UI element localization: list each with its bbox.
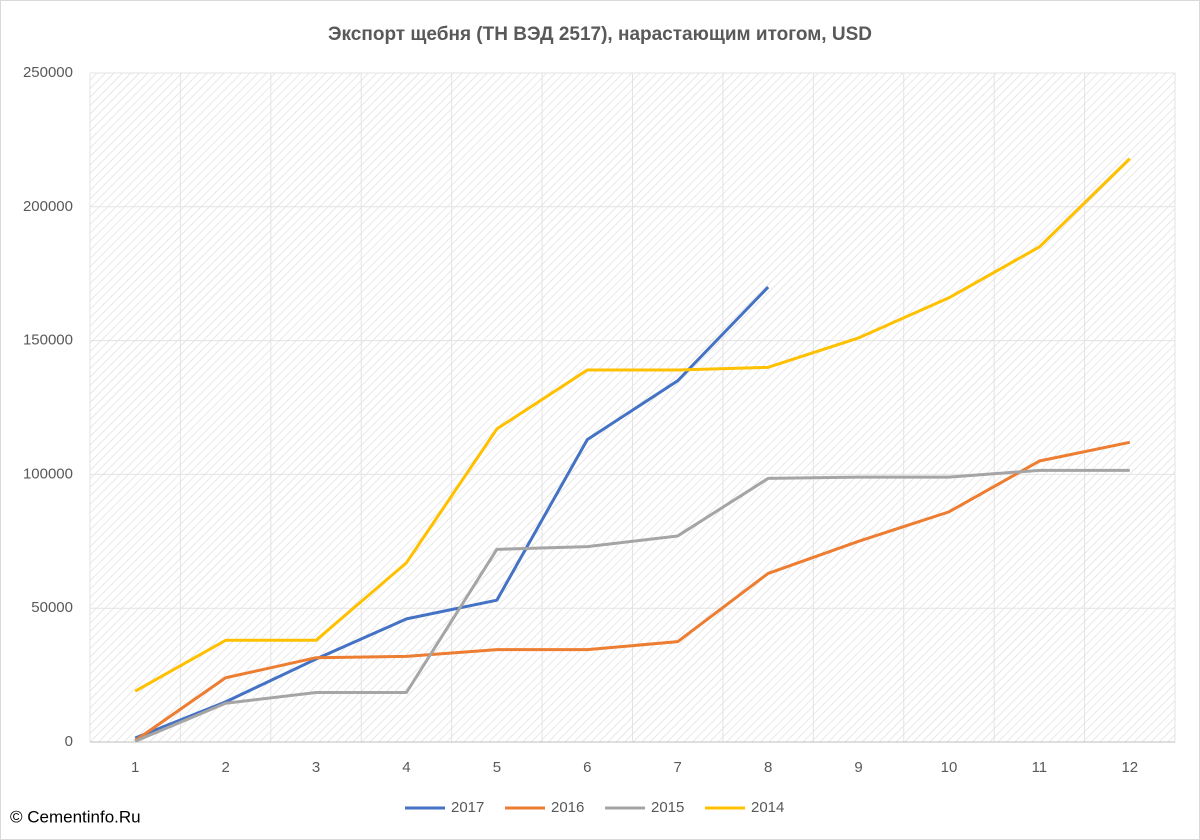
series-line	[134, 157, 1131, 693]
legend-label: 2014	[751, 799, 784, 816]
x-tick-label: 7	[674, 759, 682, 776]
x-tick-label: 8	[764, 759, 772, 776]
y-tick-label: 0	[65, 733, 73, 750]
x-tick-label: 3	[312, 759, 320, 776]
x-tick-label: 2	[221, 759, 229, 776]
x-tick-label: 11	[1032, 759, 1048, 776]
x-tick-label: 4	[402, 759, 410, 776]
x-tick-label: 9	[854, 759, 862, 776]
credit: © Cementinfo.Ru	[10, 807, 141, 826]
y-tick-label: 50000	[31, 599, 73, 616]
y-tick-label: 250000	[23, 64, 73, 81]
y-tick-label: 150000	[23, 332, 73, 349]
y-tick-label: 200000	[23, 198, 73, 215]
y-tick-label: 100000	[23, 465, 73, 482]
series-line	[134, 440, 1131, 742]
x-tick-label: 10	[941, 759, 958, 776]
x-tick-label: 1	[131, 759, 139, 776]
x-tick-label: 6	[583, 759, 591, 776]
x-tick-label: 5	[493, 759, 501, 776]
series-line	[134, 468, 1130, 743]
legend-label: 2015	[651, 799, 684, 816]
legend-label: 2016	[551, 799, 584, 816]
legend-label: 2017	[451, 799, 484, 816]
chart-title: Экспорт щебня (ТН ВЭД 2517), нарастающим…	[328, 24, 872, 45]
series-line	[134, 286, 770, 740]
x-tick-label: 12	[1121, 759, 1138, 776]
